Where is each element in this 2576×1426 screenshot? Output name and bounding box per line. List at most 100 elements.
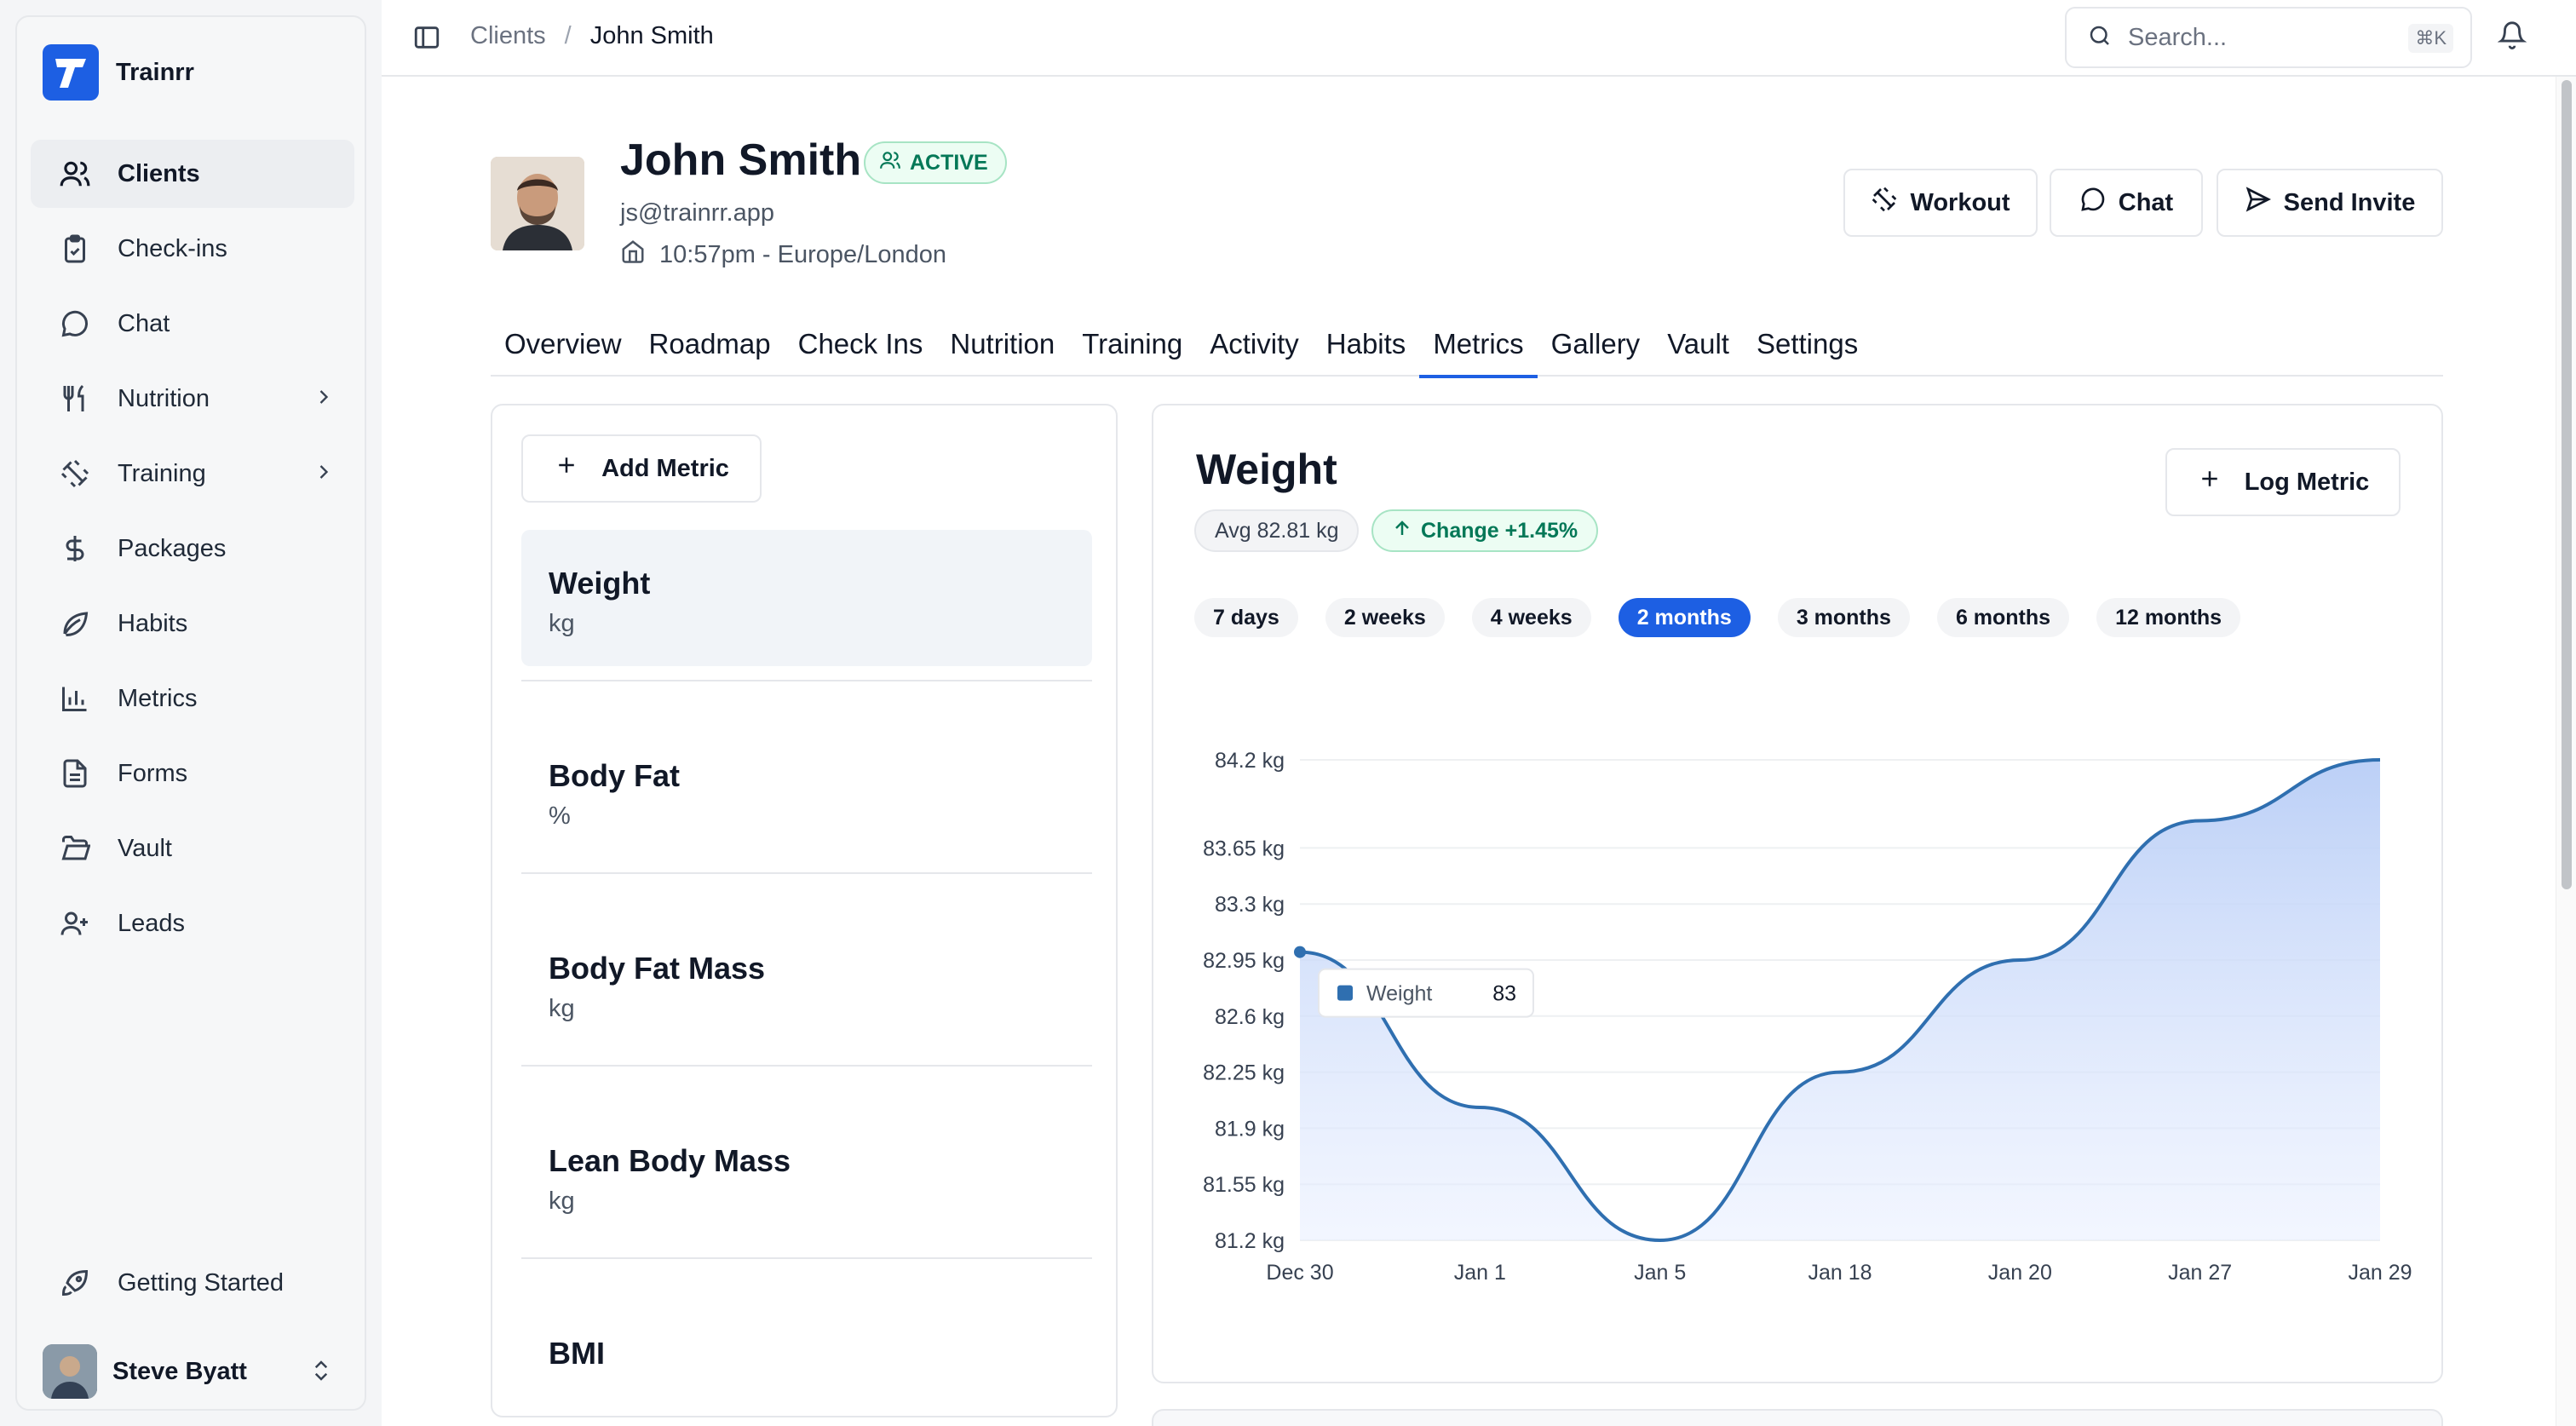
message-circle-icon (58, 307, 92, 341)
send-icon (2245, 186, 2272, 220)
secondary-card (1152, 1409, 2443, 1426)
metric-item-body-fat[interactable]: Body Fat % (521, 722, 1092, 859)
metric-item-lean-body-mass[interactable]: Lean Body Mass kg (521, 1107, 1092, 1244)
tab-habits[interactable]: Habits (1325, 328, 1406, 359)
time-range-selector: 7 days 2 weeks 4 weeks 2 months 3 months… (1194, 598, 2268, 637)
x-tick-label: Jan 20 (1988, 1261, 2052, 1285)
sidebar-item-getting-started[interactable]: Getting Started (31, 1249, 354, 1317)
sidebar-item-label: Packages (118, 534, 227, 562)
tab-settings[interactable]: Settings (1756, 328, 1859, 359)
tab-activity[interactable]: Activity (1210, 328, 1299, 359)
metric-name: Weight (549, 566, 651, 601)
tooltip-box (1318, 968, 1534, 1018)
sidebar-item-label: Forms (118, 759, 188, 787)
sidebar-item-label: Vault (118, 834, 172, 862)
user-plus-icon (58, 906, 92, 940)
sidebar-toggle-icon[interactable] (412, 23, 441, 56)
workout-button[interactable]: Workout (1843, 169, 2038, 237)
add-metric-button-label: Add Metric (601, 454, 729, 482)
change-badge: Change +1.45% (1371, 509, 1599, 552)
chat-button[interactable]: Chat (2050, 169, 2203, 237)
divider (521, 680, 1092, 681)
utensils-icon (58, 382, 92, 416)
client-email: js@trainrr.app (620, 199, 774, 227)
range-12-months[interactable]: 12 months (2096, 598, 2241, 637)
tab-overview[interactable]: Overview (504, 328, 622, 359)
breadcrumb-clients-link[interactable]: Clients (470, 22, 546, 49)
divider (521, 1257, 1092, 1259)
range-7-days[interactable]: 7 days (1194, 598, 1298, 637)
series-area-weight (1300, 760, 2380, 1240)
y-tick-label: 82.95 kg (1203, 949, 1285, 973)
breadcrumb-separator: / (564, 22, 572, 49)
sidebar-item-label: Metrics (118, 684, 198, 712)
sidebar-item-vault[interactable]: Vault (31, 814, 354, 883)
local-time-label: 10:57pm - Europe/London (659, 240, 946, 268)
dumbbell-icon (58, 457, 92, 491)
tab-check-ins[interactable]: Check Ins (797, 328, 923, 359)
tooltip-series-label: Weight (1366, 982, 1432, 1006)
sidebar-item-check-ins[interactable]: Check-ins (31, 215, 354, 283)
arrow-up-icon (1392, 518, 1412, 544)
tooltip-value: 83 (1492, 982, 1516, 1006)
y-tick-label: 81.55 kg (1203, 1173, 1285, 1197)
sidebar-item-chat[interactable]: Chat (31, 290, 354, 358)
y-tick-label: 83.3 kg (1215, 893, 1285, 917)
user-name: Steve Byatt (112, 1357, 247, 1385)
metric-item-body-fat-mass[interactable]: Body Fat Mass kg (521, 915, 1092, 1051)
log-metric-button[interactable]: Log Metric (2165, 448, 2401, 516)
metric-item-bmi[interactable]: BMI (521, 1300, 1092, 1416)
scrollbar-thumb[interactable] (2562, 80, 2572, 889)
add-metric-button[interactable]: Add Metric (521, 434, 762, 503)
scrollbar[interactable] (2556, 77, 2576, 1426)
range-3-months[interactable]: 3 months (1777, 598, 1910, 637)
y-tick-label: 83.65 kg (1203, 837, 1285, 860)
range-4-weeks[interactable]: 4 weeks (1471, 598, 1591, 637)
message-circle-icon (2079, 186, 2107, 220)
y-tick-label: 81.2 kg (1215, 1229, 1285, 1253)
sidebar-nav: Clients Check-ins Chat Nutrition Trainin… (31, 140, 354, 964)
tab-gallery[interactable]: Gallery (1550, 328, 1641, 359)
sidebar-item-metrics[interactable]: Metrics (31, 664, 354, 733)
sidebar-item-habits[interactable]: Habits (31, 589, 354, 658)
metric-name: Lean Body Mass (549, 1143, 791, 1178)
x-tick-label: Jan 27 (2168, 1261, 2232, 1285)
brand-name: Trainrr (116, 58, 194, 86)
tab-training[interactable]: Training (1082, 328, 1183, 359)
trainrr-logo-icon (43, 44, 99, 101)
tab-nutrition[interactable]: Nutrition (950, 328, 1055, 359)
sidebar-item-forms[interactable]: Forms (31, 739, 354, 808)
x-tick-label: Jan 1 (1454, 1261, 1506, 1285)
search-box[interactable]: ⌘K (2065, 7, 2472, 68)
sidebar-item-clients[interactable]: Clients (31, 140, 354, 208)
send-invite-button-label: Send Invite (2283, 188, 2416, 216)
x-tick-label: Dec 30 (1266, 1261, 1333, 1285)
sidebar-item-training[interactable]: Training (31, 440, 354, 508)
tab-metrics[interactable]: Metrics (1419, 312, 1538, 378)
client-name: John Smith (620, 135, 862, 185)
sidebar-item-packages[interactable]: Packages (31, 515, 354, 583)
range-6-months[interactable]: 6 months (1936, 598, 2070, 637)
brand[interactable]: Trainrr (43, 44, 194, 101)
range-2-weeks[interactable]: 2 weeks (1325, 598, 1445, 637)
change-label: Change +1.45% (1421, 518, 1578, 543)
sidebar-item-leads[interactable]: Leads (31, 889, 354, 957)
send-invite-button[interactable]: Send Invite (2217, 169, 2443, 237)
sidebar-item-label: Chat (118, 309, 170, 337)
range-2-months[interactable]: 2 months (1618, 598, 1751, 637)
divider (521, 1065, 1092, 1067)
search-input[interactable] (2128, 23, 2401, 52)
client-avatar (491, 157, 584, 250)
user-menu[interactable]: Steve Byatt (43, 1343, 349, 1400)
topbar: Clients / John Smith ⌘K (382, 0, 2576, 77)
weight-chart[interactable]: 84.2 kg 83.65 kg 83.3 kg 82.95 kg 82.6 kg 82.… (1153, 661, 2441, 1377)
sidebar-item-nutrition[interactable]: Nutrition (31, 365, 354, 433)
divider (521, 872, 1092, 874)
tab-roadmap[interactable]: Roadmap (648, 328, 771, 359)
search-icon (2087, 23, 2113, 53)
sidebar-item-label: Habits (118, 609, 188, 637)
y-tick-label: 84.2 kg (1215, 749, 1285, 773)
metric-item-weight[interactable]: Weight kg (521, 530, 1092, 666)
bell-icon[interactable] (2497, 20, 2527, 54)
tab-vault[interactable]: Vault (1667, 328, 1729, 359)
